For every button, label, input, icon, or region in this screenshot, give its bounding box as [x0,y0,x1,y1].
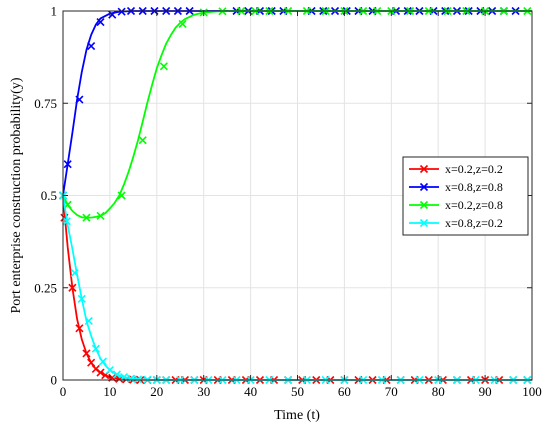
legend-item: x=0.2,z=0.8 [409,198,503,212]
series-marker [105,365,114,375]
x-tick-label: 0 [60,384,67,399]
series-marker [68,283,77,292]
series-marker [70,268,79,278]
legend-label: x=0.2,z=0.8 [445,198,503,212]
series-marker [75,95,84,104]
x-tick-label: 10 [103,384,116,399]
x-tick-label: 20 [150,384,163,399]
legend-label: x=0.2,z=0.2 [445,162,503,176]
legend-marker [419,200,429,210]
series-marker [87,41,96,51]
series-marker [82,213,91,222]
x-tick-label: 30 [197,384,210,399]
y-axis-title: Port enterprise construction probability… [9,77,24,313]
series-marker [75,324,84,333]
x-tick-label: 60 [338,384,351,399]
x-tick-label: 100 [522,384,542,399]
legend-label: x=0.8,z=0.2 [445,216,503,230]
series-marker [77,294,86,303]
legend-item: x=0.8,z=0.8 [409,180,503,194]
series-marker [117,191,126,200]
series-marker [96,368,105,377]
legend-marker [419,164,429,174]
x-tick-label: 40 [244,384,257,399]
x-axis-title: Time (t) [274,408,320,423]
legend-marker [419,218,429,228]
series-marker [96,211,105,220]
legend-label: x=0.8,z=0.8 [445,180,503,194]
legend-item: x=0.8,z=0.2 [409,216,503,230]
y-tick-label: 0 [51,373,58,388]
y-tick-label: 0.5 [41,188,57,203]
series-marker [159,62,168,71]
x-tick-label: 80 [432,384,445,399]
legend: x=0.2,z=0.2 x=0.8,z=0.8 x=0.2,z=0.8 x=0.8,z… [402,156,529,236]
series-marker [138,136,147,145]
series-marker [112,370,122,379]
series-marker [62,217,71,226]
x-tick-label: 50 [291,384,304,399]
series-marker [63,160,72,169]
x-tick-label: 90 [479,384,492,399]
series-marker [84,316,93,326]
series-marker [98,357,107,366]
x-tick-label: 70 [385,384,398,399]
y-tick-label: 1 [51,4,58,19]
series-marker [82,349,91,358]
y-tick-label: 0.25 [34,280,57,295]
series-marker [91,344,100,353]
tick-layer: 0 10 20 30 40 50 60 70 80 90 100 0 0.25 0.5 0.75 1 [34,4,542,400]
series-marker [96,18,105,27]
series-marker [133,375,143,384]
series-marker [117,7,126,16]
legend-item: x=0.2,z=0.2 [409,162,503,176]
series-marker [87,358,96,367]
y-tick-label: 0.75 [34,96,57,111]
series-marker [126,374,136,383]
series-marker [119,372,129,382]
series-marker [178,19,187,28]
legend-marker [419,182,429,192]
